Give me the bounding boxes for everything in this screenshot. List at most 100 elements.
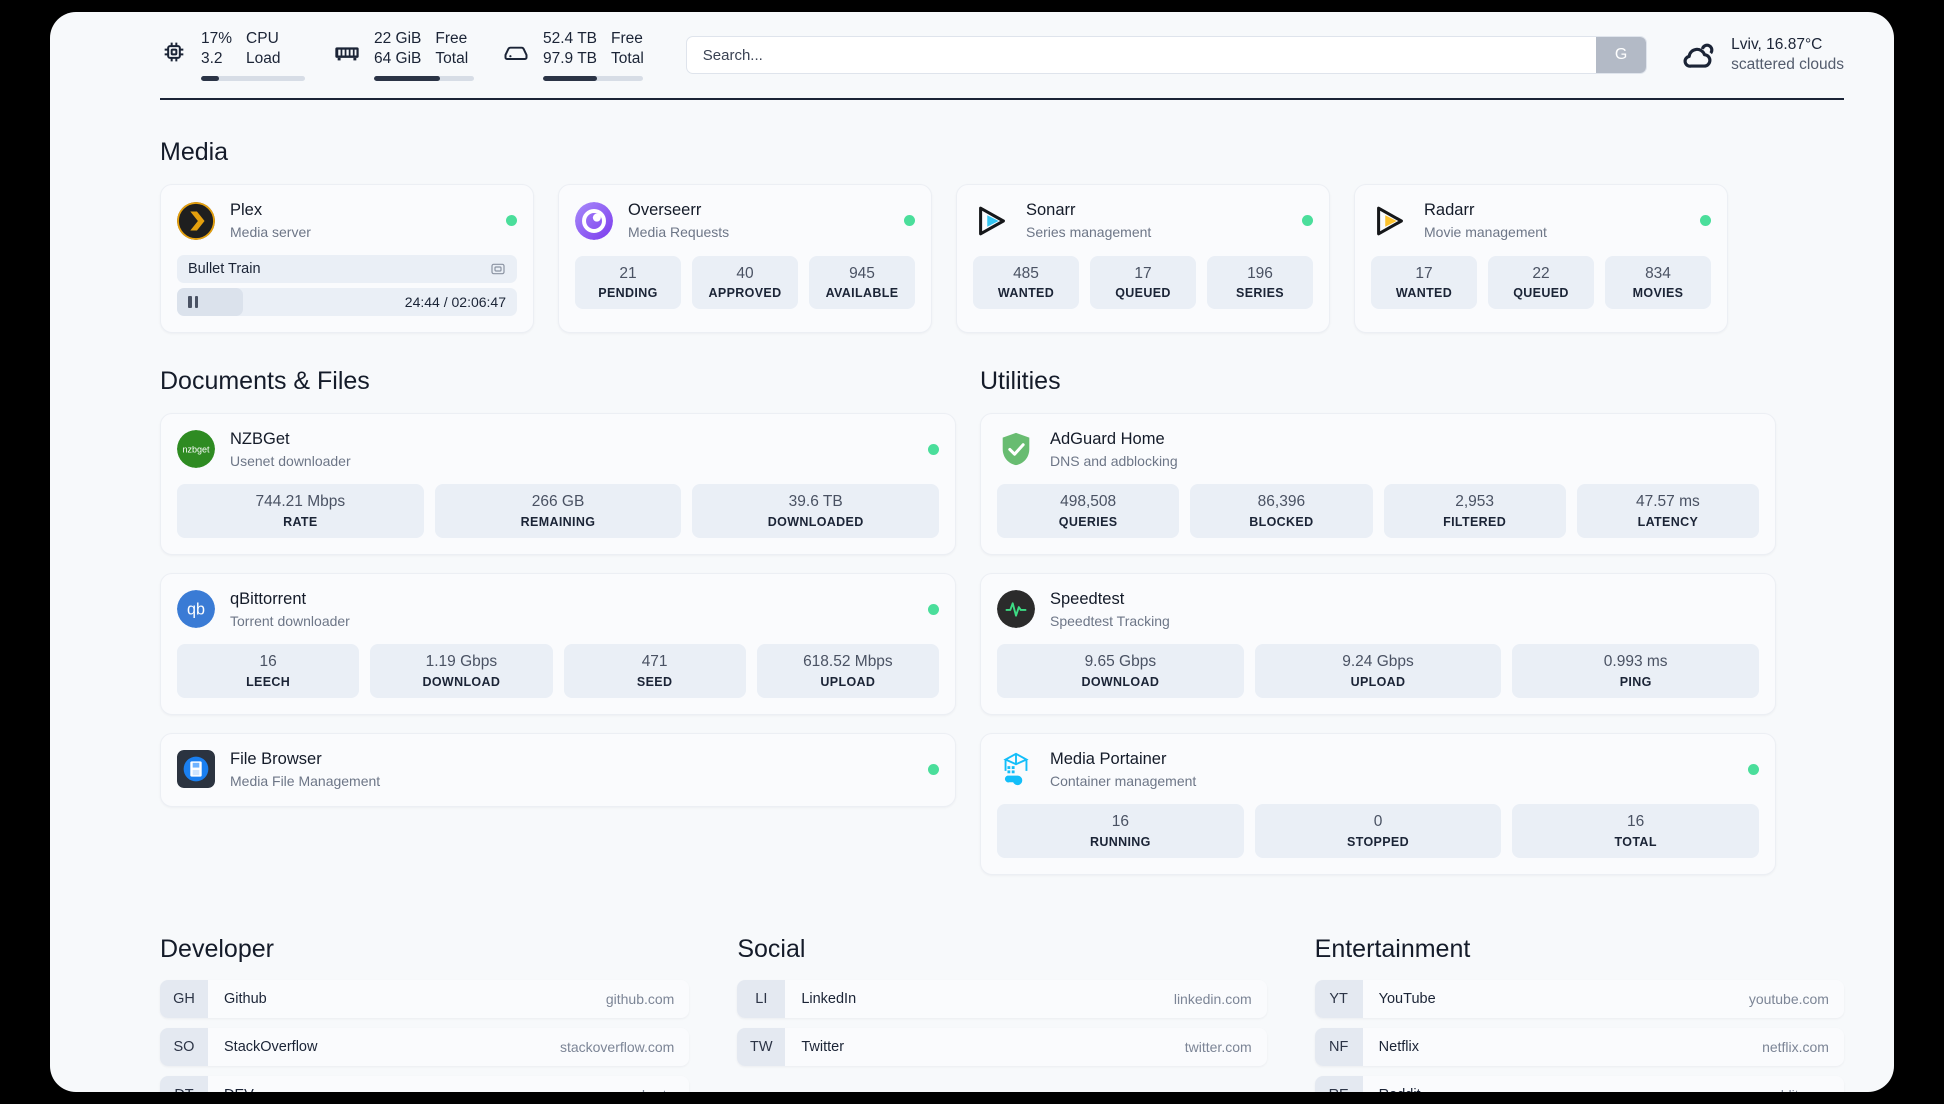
bookmark-name: Github	[224, 990, 267, 1007]
search-bar[interactable]: G	[685, 36, 1648, 74]
bookmark-abbr: YT	[1314, 979, 1363, 1018]
radarr-icon	[1371, 202, 1409, 240]
stat-value: 2,953	[1455, 493, 1495, 511]
stat-label: PING	[1619, 674, 1652, 689]
portainer-stats: 16 RUNNING 0 STOPPED 16 TOTAL	[997, 804, 1760, 858]
stat-item: 485 WANTED	[973, 255, 1079, 309]
section-title-utilities: Utilities	[980, 366, 1061, 395]
stat-label: BLOCKED	[1249, 514, 1314, 529]
stat-label: DOWNLOADED	[767, 514, 864, 529]
stat-value: 22	[1532, 264, 1550, 282]
bookmark-link[interactable]: NF Netflix netflix.com	[1314, 1027, 1844, 1066]
plex-time-label: 24:44 / 02:06:47	[404, 293, 506, 310]
nzbget-subtitle: Usenet downloader	[230, 453, 351, 470]
stat-label: LATENCY	[1637, 514, 1699, 529]
stat-label: DOWNLOAD	[1081, 674, 1160, 689]
bookmark-link[interactable]: RE Reddit reddit.com	[1314, 1075, 1844, 1092]
stat-value: 16	[1627, 813, 1645, 831]
bookmark-group-entertainment: Entertainment YT YouTube youtube.com NF …	[1314, 934, 1844, 1092]
stat-item: 0 STOPPED	[1254, 804, 1502, 858]
stat-value: 498,508	[1060, 493, 1117, 511]
stat-item: 9.65 Gbps DOWNLOAD	[997, 644, 1244, 698]
service-card-speedtest[interactable]: Speedtest Speedtest Tracking 9.65 Gbps D…	[980, 572, 1776, 715]
dashboard-window: 17% 3.2 CPU Load	[50, 12, 1894, 1092]
cpu-stat-group: 17% 3.2 CPU Load	[160, 29, 305, 81]
bookmark-abbr: DT	[160, 1075, 208, 1092]
stat-item: 471 SEED	[563, 644, 746, 698]
stat-item: 834 MOVIES	[1605, 255, 1711, 309]
media-row: Plex Media server Bullet Train	[160, 184, 1844, 333]
stat-value: 471	[641, 653, 668, 671]
service-card-plex[interactable]: Plex Media server Bullet Train	[160, 184, 534, 333]
sonarr-subtitle: Series management	[1026, 224, 1152, 241]
bookmark-link[interactable]: DT DEV dev.to	[160, 1075, 690, 1092]
bookmark-name: Reddit	[1363, 1087, 1421, 1092]
disk-free-value: 52.4 TB	[543, 30, 598, 48]
service-card-qbittorrent[interactable]: qb qBittorrent Torrent downloader 16 LEE…	[160, 572, 956, 715]
sonarr-title: Sonarr	[1026, 201, 1076, 219]
stat-value: 21	[619, 264, 637, 282]
stat-value: 86,396	[1257, 493, 1306, 511]
stat-value: 266 GB	[531, 493, 585, 511]
speedtest-title: Speedtest	[1050, 589, 1125, 608]
disk-label-top: Free	[611, 30, 643, 48]
bookmark-group-title: Entertainment	[1314, 934, 1471, 963]
utilities-column: Utilities AdGuard Home DNS and adblockin…	[980, 367, 1776, 875]
portainer-title: Media Portainer	[1050, 749, 1167, 768]
portainer-icon	[997, 750, 1035, 788]
plex-title: Plex	[230, 201, 263, 219]
service-card-filebrowser[interactable]: File Browser Media File Management	[160, 732, 956, 808]
filebrowser-status-indicator	[928, 763, 939, 775]
plex-status-indicator	[506, 215, 517, 227]
plex-progress-fill	[177, 287, 244, 316]
cpu-load-value: 3.2	[201, 50, 223, 67]
pause-icon[interactable]	[188, 295, 198, 308]
disk-label-bottom: Total	[611, 50, 644, 67]
radarr-subtitle: Movie management	[1424, 224, 1547, 241]
cast-icon[interactable]	[490, 261, 506, 277]
stat-label: FILTERED	[1443, 514, 1507, 529]
ram-stat-group: 22 GiB 64 GiB Free Total	[333, 29, 474, 81]
filebrowser-title: File Browser	[230, 749, 322, 768]
service-card-overseerr[interactable]: Overseerr Media Requests 21 PENDING 40 A…	[558, 184, 932, 333]
plex-progress-row[interactable]: 24:44 / 02:06:47	[177, 287, 517, 316]
service-card-sonarr[interactable]: Sonarr Series management 485 WANTED 17 Q…	[956, 184, 1330, 333]
stat-label: RATE	[283, 514, 318, 529]
service-card-nzbget[interactable]: nzbget NZBGet Usenet downloader 744.21 M…	[160, 412, 956, 555]
stat-value: 17	[1415, 264, 1433, 282]
stat-value: 744.21 Mbps	[255, 493, 346, 511]
bookmark-link[interactable]: TW Twitter twitter.com	[737, 1027, 1267, 1066]
stat-label: MOVIES	[1632, 286, 1684, 300]
disk-total-value: 97.9 TB	[543, 50, 598, 67]
bookmark-link[interactable]: SO StackOverflow stackoverflow.com	[160, 1027, 690, 1066]
bookmark-link[interactable]: YT YouTube youtube.com	[1314, 979, 1844, 1018]
bookmark-link[interactable]: LI LinkedIn linkedin.com	[737, 979, 1267, 1018]
sonarr-status-indicator	[1302, 215, 1313, 227]
speedtest-stats: 9.65 Gbps DOWNLOAD 9.24 Gbps UPLOAD 0.99…	[997, 644, 1760, 698]
disk-stat-group: 52.4 TB 97.9 TB Free Total	[502, 29, 644, 81]
ram-free-value: 22 GiB	[374, 30, 422, 48]
stat-label: SEED	[636, 674, 673, 689]
bookmark-url: stackoverflow.com	[559, 1038, 675, 1055]
stat-label: TOTAL	[1614, 834, 1657, 849]
search-input[interactable]	[686, 37, 1597, 73]
service-card-radarr[interactable]: Radarr Movie management 17 WANTED 22 QUE…	[1354, 184, 1728, 333]
bookmark-url: netflix.com	[1762, 1038, 1829, 1055]
bookmark-link[interactable]: GH Github github.com	[160, 979, 690, 1018]
lower-columns: Documents & Files nzbget NZBGet Usenet d…	[160, 367, 1844, 875]
search-provider-button[interactable]: G	[1596, 37, 1647, 73]
cpu-label-bottom: Load	[246, 50, 281, 67]
adguard-shield-icon	[997, 430, 1035, 468]
stat-label: APPROVED	[708, 286, 782, 300]
service-card-adguard[interactable]: AdGuard Home DNS and adblocking 498,508 …	[980, 412, 1776, 555]
bookmark-name: Netflix	[1378, 1038, 1419, 1055]
weather-location-temp: Lviv, 16.87°C	[1731, 35, 1823, 53]
stat-label: WANTED	[1395, 286, 1453, 300]
bookmark-group-title: Social	[737, 934, 806, 963]
stat-item: 22 QUEUED	[1488, 255, 1594, 309]
stat-item: 498,508 QUERIES	[997, 484, 1180, 538]
stat-item: 945 AVAILABLE	[809, 255, 915, 309]
stat-item: 0.993 ms PING	[1512, 644, 1760, 698]
section-title-media: Media	[160, 138, 229, 166]
service-card-portainer[interactable]: Media Portainer Container management 16 …	[980, 732, 1776, 875]
